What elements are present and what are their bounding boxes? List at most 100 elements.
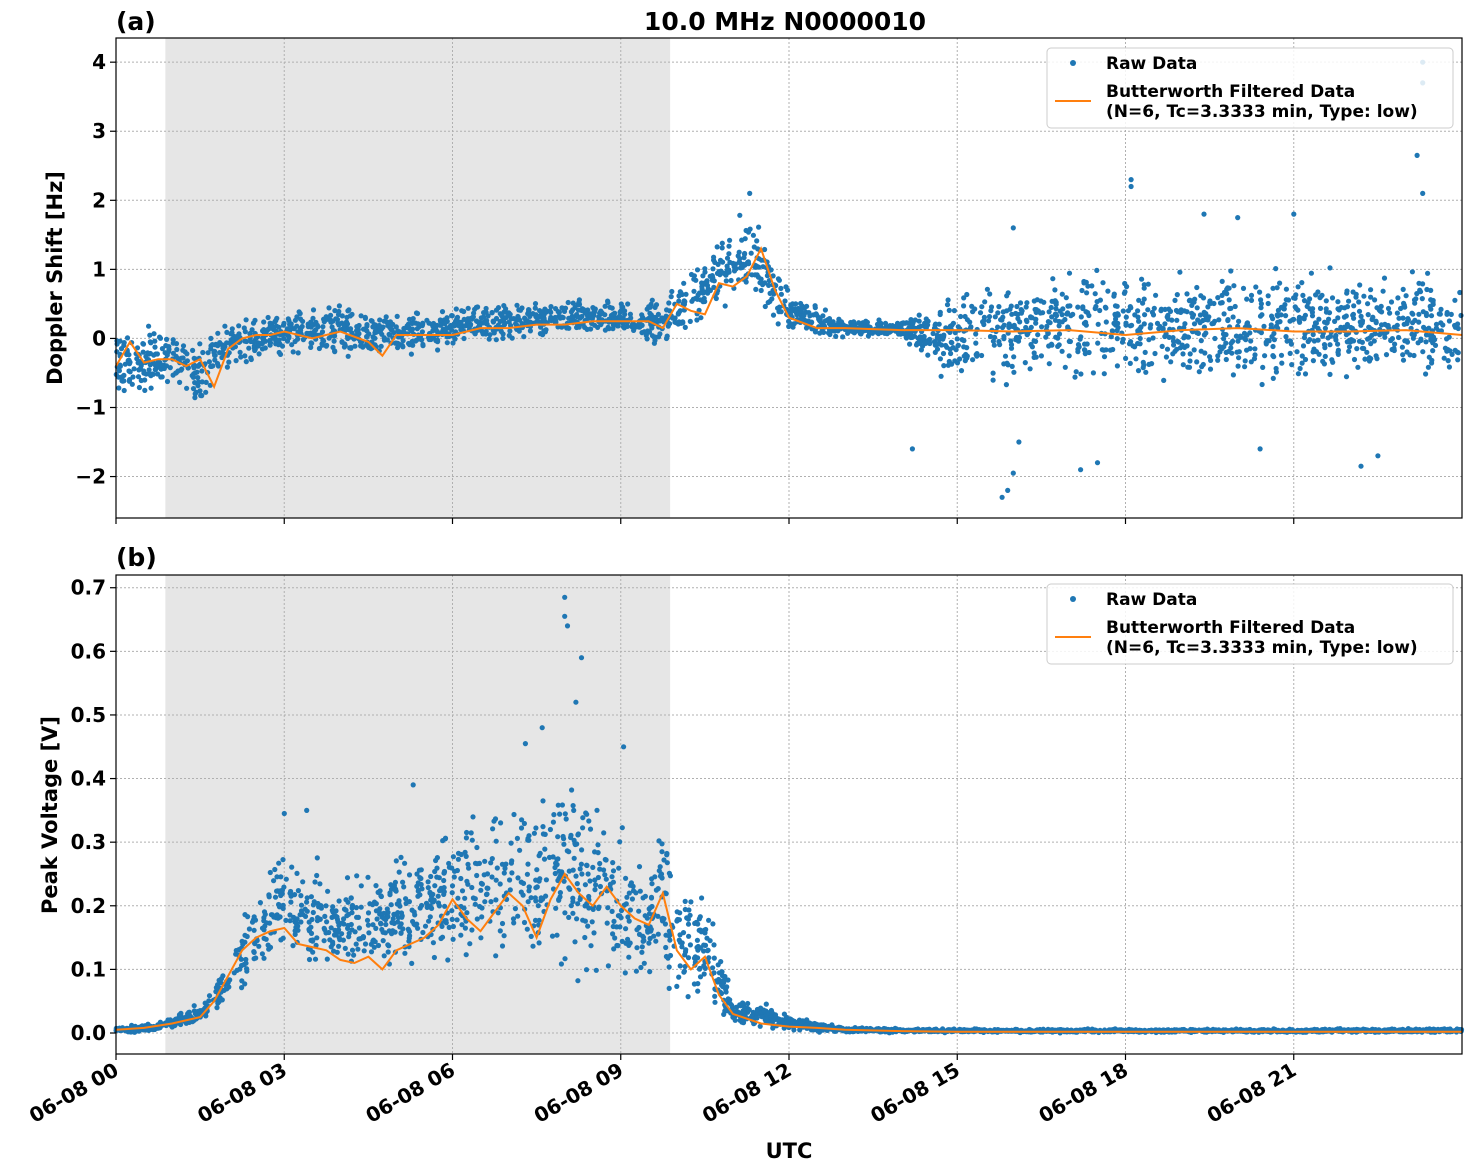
raw-data-point <box>1009 363 1015 369</box>
raw-data-point <box>1322 353 1328 359</box>
raw-data-point <box>463 835 469 841</box>
raw-data-point <box>1355 364 1361 370</box>
raw-data-point <box>726 251 732 257</box>
raw-data-point <box>381 335 387 341</box>
raw-data-point <box>1035 332 1041 338</box>
raw-data-point <box>991 342 997 348</box>
raw-data-point <box>462 895 468 901</box>
raw-data-point <box>124 335 131 341</box>
raw-data-point <box>1296 317 1302 323</box>
raw-data-point <box>253 955 259 961</box>
raw-data-point <box>439 309 446 315</box>
raw-data-point <box>287 918 293 924</box>
raw-data-point <box>954 336 960 342</box>
raw-data-point <box>1031 354 1037 360</box>
raw-data-point <box>126 352 132 358</box>
raw-data-point <box>1329 295 1336 301</box>
raw-data-point <box>850 323 856 329</box>
raw-data-point <box>295 336 301 342</box>
raw-data-point <box>1365 301 1371 307</box>
raw-data-point <box>682 324 688 330</box>
raw-data-point <box>1228 345 1234 351</box>
raw-data-point <box>449 883 456 889</box>
raw-data-point <box>1114 336 1120 342</box>
raw-data-point <box>469 837 475 843</box>
raw-data-point <box>1028 341 1034 348</box>
raw-data-point <box>681 280 687 286</box>
raw-data-point <box>1356 308 1363 314</box>
raw-data-point <box>610 931 616 937</box>
raw-data-point <box>653 887 660 893</box>
raw-data-point <box>1240 285 1247 291</box>
raw-data-point <box>1420 349 1426 355</box>
raw-data-point <box>754 272 760 278</box>
raw-data-point <box>1260 364 1266 370</box>
raw-data-point <box>164 336 170 342</box>
raw-data-point <box>454 314 461 320</box>
raw-data-point <box>680 930 687 936</box>
raw-data-point <box>610 860 616 866</box>
raw-data-point <box>482 319 488 325</box>
raw-data-point <box>1221 336 1227 342</box>
raw-data-point <box>1130 343 1136 349</box>
raw-data-point <box>1247 346 1253 352</box>
raw-data-point <box>1378 322 1385 328</box>
raw-data-point <box>845 330 851 336</box>
raw-data-outlier <box>1201 211 1207 217</box>
raw-data-point <box>955 324 961 330</box>
raw-data-point <box>126 368 132 374</box>
raw-data-point <box>263 936 269 942</box>
raw-data-point <box>300 337 306 343</box>
raw-data-point <box>905 320 911 326</box>
raw-data-point <box>696 966 703 972</box>
raw-data-point <box>775 321 781 327</box>
panel-a-legend-raw-marker <box>1070 60 1076 66</box>
raw-data-point <box>1198 338 1204 344</box>
raw-data-point <box>381 910 387 917</box>
raw-data-point <box>743 227 749 234</box>
raw-data-point <box>556 309 563 315</box>
raw-data-point <box>580 815 586 821</box>
raw-data-point <box>1031 298 1037 304</box>
raw-data-point <box>725 977 731 983</box>
raw-data-point <box>808 320 815 326</box>
raw-data-point <box>409 328 415 334</box>
raw-data-point <box>1109 328 1115 334</box>
raw-data-point <box>1003 382 1010 388</box>
raw-data-point <box>566 868 572 874</box>
raw-data-point <box>1053 306 1059 312</box>
raw-data-point <box>497 881 503 887</box>
raw-data-point <box>1236 318 1242 324</box>
raw-data-point <box>365 874 371 880</box>
raw-data-point <box>552 870 558 877</box>
raw-data-point <box>682 963 688 970</box>
raw-data-point <box>937 311 943 318</box>
raw-data-point <box>1364 349 1370 355</box>
raw-data-outlier <box>1235 215 1241 221</box>
raw-data-point <box>1187 358 1193 364</box>
raw-data-point <box>1033 320 1039 326</box>
raw-data-point <box>1327 265 1333 271</box>
raw-data-point <box>1302 356 1309 363</box>
raw-data-point <box>1064 311 1070 317</box>
raw-data-point <box>553 905 559 911</box>
raw-data-point <box>1277 319 1283 325</box>
raw-data-point <box>261 909 268 915</box>
raw-data-point <box>151 331 157 337</box>
raw-data-point <box>464 910 470 916</box>
raw-data-point <box>521 820 528 827</box>
raw-data-point <box>372 335 378 341</box>
raw-data-point <box>505 312 511 318</box>
raw-data-point <box>1022 360 1028 366</box>
raw-data-point <box>1270 375 1276 381</box>
raw-data-point <box>1396 334 1402 341</box>
raw-data-point <box>1190 314 1196 320</box>
raw-data-point <box>190 374 196 380</box>
raw-data-point <box>683 291 689 297</box>
raw-data-point <box>191 1003 197 1009</box>
raw-data-point <box>1197 312 1203 318</box>
raw-data-point <box>1072 374 1078 380</box>
raw-data-point <box>114 338 120 344</box>
raw-data-point <box>514 302 520 308</box>
raw-data-point <box>1341 314 1347 320</box>
